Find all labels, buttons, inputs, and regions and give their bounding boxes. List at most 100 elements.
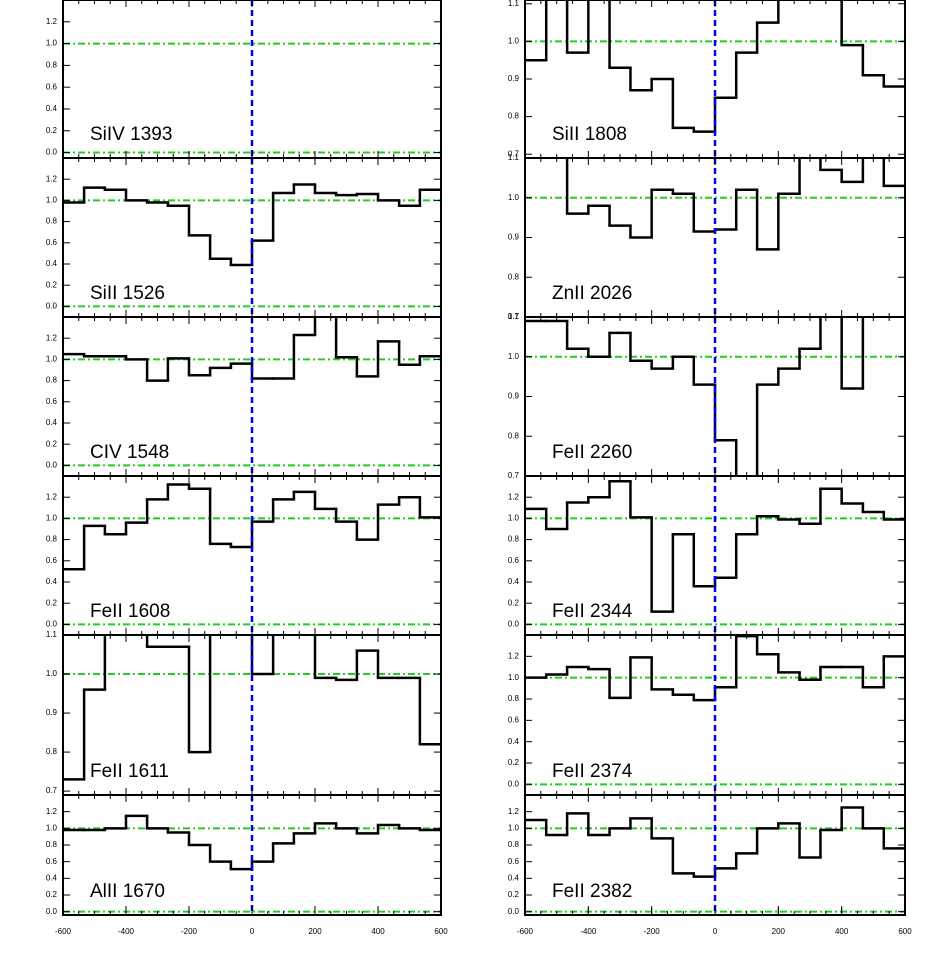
y-tick-label: 1.0 [46,669,58,678]
y-tick-label: 0.0 [46,907,58,916]
y-tick-label: 1.0 [46,514,58,523]
y-tick-label: 1.0 [46,196,58,205]
y-tick-label: 1.0 [46,355,58,364]
panel-plot [63,158,441,317]
y-tick-label: 0.8 [508,431,520,440]
y-tick-label: 0.6 [46,857,58,866]
y-tick-label: 1.0 [508,193,520,202]
y-tick-label: 0.2 [46,126,58,135]
y-tick-label: 0.2 [46,280,58,289]
y-tick-label: 0.7 [508,149,520,158]
y-tick-label: 0.8 [46,840,58,849]
x-tick-label: 200 [772,927,786,936]
panel-frame [62,794,442,916]
y-tick-label: 1.0 [46,823,58,832]
y-tick-label: 0.9 [508,74,520,83]
y-tick-label: 1.0 [508,352,520,361]
y-tick-label: 0.9 [508,392,520,401]
y-tick-label: 0.4 [508,577,520,586]
y-tick-label: 1.1 [508,312,520,321]
panel-title: AlII 1670 [90,881,165,902]
y-tick-label: 0.2 [46,890,58,899]
y-tick-label: 0.0 [46,461,58,470]
panel-title: FeII 2374 [552,761,633,782]
panel-plot [525,0,905,158]
y-tick-label: 0.8 [46,376,58,385]
y-tick-label: 0.6 [46,556,58,565]
y-tick-label: 1.2 [46,492,58,501]
x-tick-label: -600 [517,927,534,936]
y-tick-label: 0.2 [508,598,520,607]
y-tick-label: 1.0 [508,36,520,45]
panel-plot [525,476,905,635]
y-tick-label: 1.0 [508,514,520,523]
y-tick-label: 0.6 [46,238,58,247]
y-tick-label: 0.7 [508,471,520,480]
y-tick-label: 1.1 [508,153,520,162]
y-tick-label: 0.9 [508,233,520,242]
panel-title: FeII 1608 [90,601,170,622]
y-tick-label: 0.0 [46,620,58,629]
panel-title: FeII 1611 [90,761,169,782]
panel-plot [63,635,441,795]
y-tick-label: 0.8 [508,112,520,121]
y-tick-label: 0.4 [508,873,520,882]
y-tick-label: 0.0 [46,148,58,157]
y-tick-label: 0.6 [46,397,58,406]
y-tick-label: 1.2 [46,807,58,816]
x-tick-label: 400 [835,927,849,936]
panel-plot [63,317,441,476]
y-tick-label: 1.2 [46,174,58,183]
x-tick-label: 200 [308,927,322,936]
y-tick-label: 0.8 [46,60,58,69]
y-tick-label: 0.4 [508,737,520,746]
x-tick-label: -200 [181,927,198,936]
y-tick-label: 0.6 [508,857,520,866]
x-tick-label: -600 [55,927,72,936]
x-tick-label: 600 [898,927,912,936]
y-tick-label: 0.2 [508,890,520,899]
y-tick-label: 0.9 [46,708,58,717]
y-tick-label: 1.0 [46,39,58,48]
y-tick-label: 0.0 [508,620,520,629]
y-tick-label: 0.2 [46,439,58,448]
y-tick-label: 0.8 [46,535,58,544]
panel-title: FeII 2382 [552,881,632,902]
x-tick-label: 0 [713,927,718,936]
y-tick-label: 0.4 [46,104,58,113]
panel-title: SiII 1526 [90,283,165,304]
panel-title: SiIV 1393 [90,124,172,145]
x-tick-label: -400 [580,927,597,936]
panel-plot [525,635,905,795]
y-tick-label: 1.0 [508,673,520,682]
y-tick-label: 0.8 [46,217,58,226]
panel-title: SiII 1808 [552,124,627,145]
y-tick-label: 0.2 [46,598,58,607]
panel-plot [63,476,441,635]
y-tick-label: 0.7 [46,786,58,795]
y-tick-label: 0.8 [508,535,520,544]
y-tick-label: 0.8 [508,840,520,849]
x-tick-label: 400 [371,927,385,936]
y-tick-label: 0.4 [46,418,58,427]
y-tick-label: 0.4 [46,259,58,268]
x-tick-label: -400 [118,927,135,936]
y-tick-label: 0.0 [508,779,520,788]
y-tick-label: 0.0 [508,907,520,916]
x-tick-label: 0 [250,927,255,936]
x-tick-label: -200 [644,927,661,936]
y-tick-label: 0.6 [508,556,520,565]
y-tick-label: 0.8 [508,694,520,703]
y-tick-label: 1.0 [508,823,520,832]
x-tick-label: 600 [434,927,448,936]
y-tick-label: 0.6 [508,715,520,724]
panel-title: FeII 2260 [552,442,632,463]
y-tick-label: 1.1 [508,0,520,8]
y-tick-label: 1.1 [46,630,58,639]
y-tick-label: 1.2 [46,333,58,342]
panel-frame [524,794,906,916]
y-tick-label: 0.7 [508,312,520,321]
y-tick-label: 0.4 [46,873,58,882]
